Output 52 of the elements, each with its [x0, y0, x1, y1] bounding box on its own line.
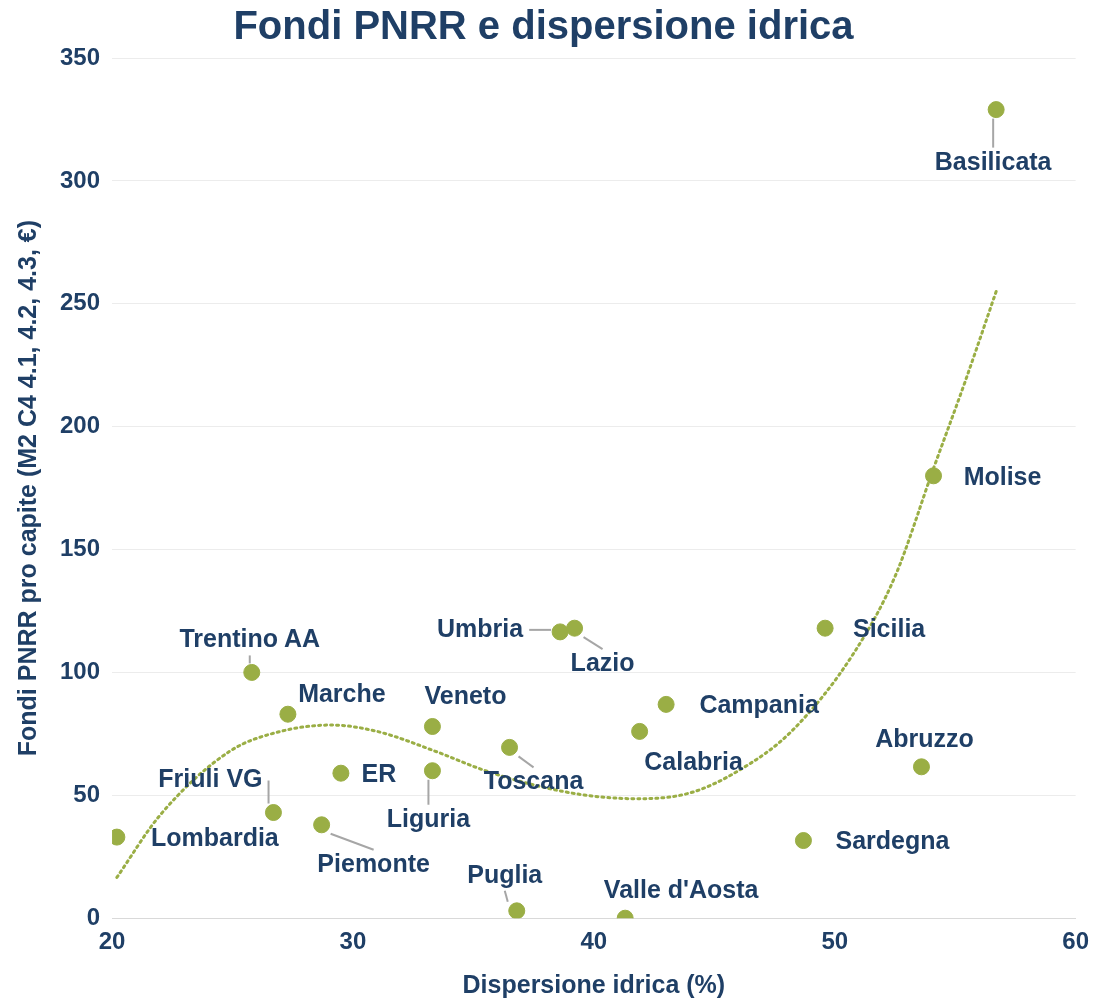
- x-tick-label: 60: [1062, 927, 1089, 955]
- y-tick-label: 50: [73, 779, 101, 807]
- annotation: Sicilia: [852, 614, 927, 643]
- annotation: Umbria: [437, 613, 525, 642]
- point: [816, 619, 834, 637]
- chart-title: Fondi PNRR e dispersione idrica: [233, 3, 855, 48]
- y-axis-title: Fondi PNRR pro capite (M2 C4 4.1, 4.2, 4.3, €): [12, 219, 41, 757]
- annotation: Marche: [298, 679, 386, 708]
- y-tick-label: 150: [60, 534, 101, 562]
- point: [912, 758, 930, 776]
- y-tick-label: 200: [60, 411, 101, 439]
- annotation: Lombardia: [150, 822, 280, 851]
- point: [264, 804, 282, 822]
- y-tick-label: 100: [60, 657, 101, 685]
- x-axis-title: Dispersione idrica (%): [462, 969, 726, 998]
- point: [243, 663, 261, 681]
- x-tick-label: 20: [98, 927, 126, 955]
- annotation: Campania: [699, 690, 820, 719]
- point: [631, 722, 649, 740]
- point: [501, 738, 519, 756]
- y-tick-label: 250: [60, 288, 101, 316]
- point: [987, 101, 1005, 119]
- y-tick-label: 0: [86, 902, 101, 930]
- annotation: ER: [361, 759, 397, 788]
- annotation: Veneto: [424, 681, 507, 710]
- point: [279, 705, 297, 723]
- annotation: Lazio: [570, 648, 635, 677]
- point: [794, 832, 812, 850]
- annotation: Valle d'Aosta: [603, 875, 760, 904]
- point: [313, 816, 331, 834]
- annotation: Liguria: [386, 803, 472, 832]
- annotation: Abruzzo: [875, 723, 974, 752]
- point: [332, 764, 350, 782]
- annotation: Sardegna: [835, 826, 951, 855]
- y-tick-label: 300: [60, 165, 101, 193]
- point: [423, 762, 441, 780]
- point: [566, 619, 584, 637]
- annotation: Molise: [963, 461, 1042, 490]
- x-tick-label: 50: [821, 927, 849, 955]
- annotation: Puglia: [467, 859, 544, 888]
- point: [508, 902, 526, 919]
- annotation: Piemonte: [317, 848, 430, 877]
- annotation: Trentino AA: [179, 624, 321, 653]
- annotation: Calabria: [644, 747, 745, 776]
- point: [657, 695, 675, 713]
- x-tick-label: 40: [580, 927, 608, 955]
- point: [925, 467, 943, 485]
- x-tick-label: 30: [339, 927, 367, 955]
- y-tick-label: 350: [60, 42, 101, 70]
- point: [551, 623, 569, 641]
- annotation: Basilicata: [934, 146, 1053, 175]
- point: [423, 718, 441, 735]
